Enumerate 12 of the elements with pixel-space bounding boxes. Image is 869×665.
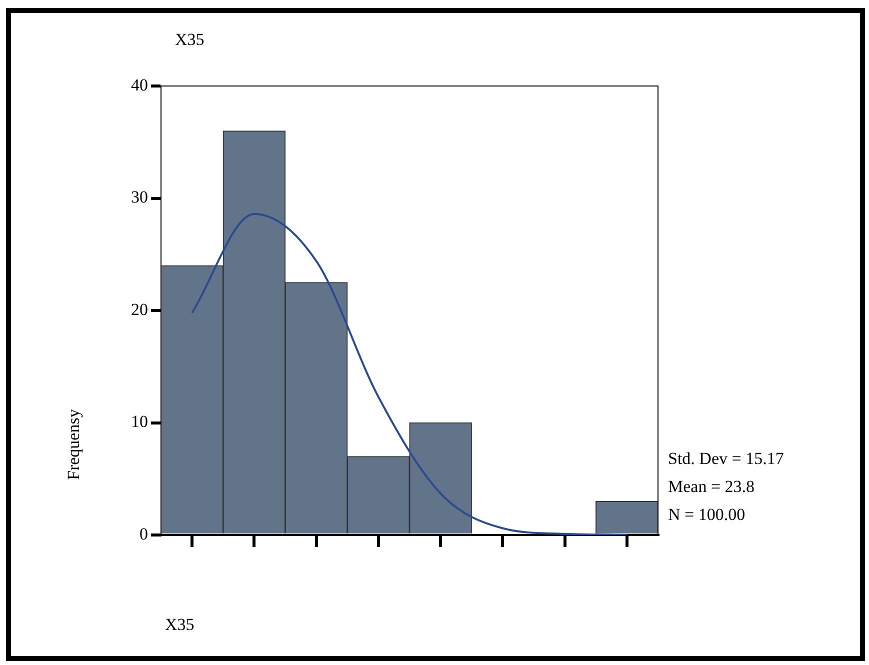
x-axis-title: X35: [165, 615, 194, 635]
text: Mean = 23.8: [668, 476, 756, 498]
y-tick-label: 30: [131, 188, 148, 207]
line-series: [191, 212, 628, 535]
y-tick-label: 40: [131, 75, 148, 94]
y-tick-label: 0: [140, 524, 148, 544]
text: Std. Dev = 15.17: [668, 448, 784, 470]
y-axis-title: Frequensy: [64, 409, 84, 480]
chart-title: X35: [175, 30, 204, 50]
text: N = 100.00: [668, 504, 746, 526]
y-tick-label: 10: [131, 412, 148, 432]
y-tick-label: 20: [131, 300, 148, 319]
